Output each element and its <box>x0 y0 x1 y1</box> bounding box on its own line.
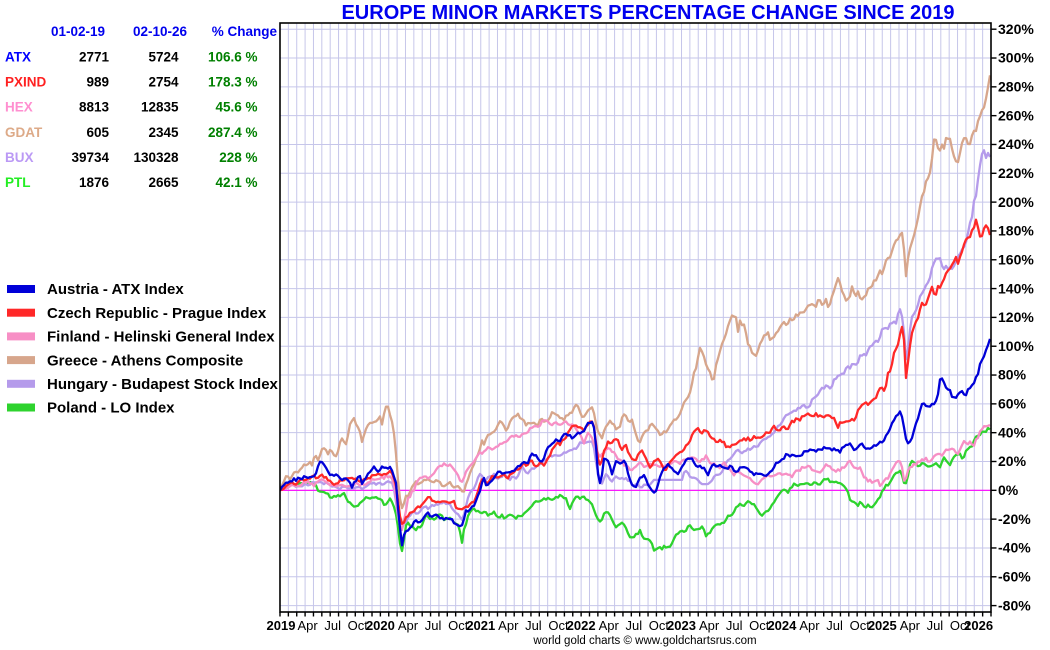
svg-text:2026: 2026 <box>964 618 993 633</box>
svg-text:80%: 80% <box>998 367 1027 383</box>
svg-text:Apr: Apr <box>297 618 318 633</box>
svg-text:Jul: Jul <box>927 618 944 633</box>
svg-text:2019: 2019 <box>267 618 296 633</box>
svg-text:2025: 2025 <box>868 618 897 633</box>
svg-text:PTL: PTL <box>5 175 31 190</box>
svg-text:Poland - LO Index: Poland - LO Index <box>47 400 175 417</box>
svg-text:106.6 %: 106.6 % <box>208 50 258 65</box>
svg-text:Oct: Oct <box>850 618 871 633</box>
svg-text:Apr: Apr <box>699 618 720 633</box>
svg-text:Oct: Oct <box>950 618 971 633</box>
svg-text:ATX: ATX <box>5 50 31 65</box>
svg-text:Apr: Apr <box>900 618 921 633</box>
svg-text:0%: 0% <box>998 482 1019 498</box>
svg-text:2022: 2022 <box>567 618 596 633</box>
svg-text:Jul: Jul <box>525 618 542 633</box>
svg-text:Oct: Oct <box>749 618 770 633</box>
svg-text:Jul: Jul <box>425 618 442 633</box>
svg-text:989: 989 <box>86 75 109 90</box>
svg-text:260%: 260% <box>998 107 1034 123</box>
svg-text:Czech Republic - Prague Index: Czech Republic - Prague Index <box>47 305 267 322</box>
svg-text:240%: 240% <box>998 136 1034 152</box>
svg-text:20%: 20% <box>998 453 1027 469</box>
svg-text:2023: 2023 <box>667 618 696 633</box>
svg-text:-80%: -80% <box>998 597 1031 613</box>
svg-text:280%: 280% <box>998 79 1034 95</box>
svg-text:160%: 160% <box>998 252 1034 268</box>
svg-text:2020: 2020 <box>366 618 395 633</box>
svg-text:HEX: HEX <box>5 100 33 115</box>
svg-text:% Change: % Change <box>212 24 278 39</box>
svg-text:02-10-26: 02-10-26 <box>133 24 188 39</box>
svg-text:Finland - Helinski General Ind: Finland - Helinski General Index <box>47 329 275 346</box>
svg-text:140%: 140% <box>998 280 1034 296</box>
svg-text:130328: 130328 <box>133 150 179 165</box>
svg-text:605: 605 <box>86 125 109 140</box>
svg-text:Apr: Apr <box>498 618 519 633</box>
svg-text:300%: 300% <box>998 50 1034 66</box>
svg-text:Apr: Apr <box>398 618 419 633</box>
svg-text:BUX: BUX <box>5 150 34 165</box>
svg-text:287.4 %: 287.4 % <box>208 125 258 140</box>
svg-text:world gold charts © www.goldch: world gold charts © www.goldchartsrus.co… <box>532 635 756 647</box>
svg-text:PXIND: PXIND <box>5 75 47 90</box>
svg-text:-40%: -40% <box>998 540 1031 556</box>
svg-text:5724: 5724 <box>148 50 179 65</box>
svg-text:12835: 12835 <box>141 100 179 115</box>
svg-text:180%: 180% <box>998 223 1034 239</box>
svg-text:2024: 2024 <box>767 618 797 633</box>
svg-text:Austria - ATX Index: Austria - ATX Index <box>47 281 184 298</box>
svg-text:2021: 2021 <box>466 618 495 633</box>
svg-text:178.3 %: 178.3 % <box>208 75 258 90</box>
svg-text:Oct: Oct <box>448 618 469 633</box>
svg-text:228 %: 228 % <box>219 150 257 165</box>
svg-text:GDAT: GDAT <box>5 125 43 140</box>
svg-text:Jul: Jul <box>625 618 642 633</box>
svg-text:-60%: -60% <box>998 569 1031 585</box>
svg-text:Jul: Jul <box>826 618 843 633</box>
svg-text:Greece - Athens Composite: Greece - Athens Composite <box>47 352 243 369</box>
svg-text:39734: 39734 <box>71 150 109 165</box>
svg-text:Oct: Oct <box>649 618 670 633</box>
svg-text:100%: 100% <box>998 338 1034 354</box>
svg-text:Jul: Jul <box>726 618 743 633</box>
svg-text:1876: 1876 <box>79 175 110 190</box>
svg-text:42.1 %: 42.1 % <box>215 175 257 190</box>
svg-text:01-02-19: 01-02-19 <box>51 24 105 39</box>
svg-text:45.6 %: 45.6 % <box>215 100 257 115</box>
svg-text:40%: 40% <box>998 424 1027 440</box>
svg-text:EUROPE MINOR MARKETS PERCENTAG: EUROPE MINOR MARKETS PERCENTAGE CHANGE S… <box>341 2 954 24</box>
svg-text:2345: 2345 <box>148 125 179 140</box>
svg-text:Apr: Apr <box>599 618 620 633</box>
svg-text:Oct: Oct <box>348 618 369 633</box>
svg-text:-20%: -20% <box>998 511 1031 527</box>
svg-text:2754: 2754 <box>148 75 179 90</box>
svg-text:8813: 8813 <box>79 100 110 115</box>
svg-text:Apr: Apr <box>799 618 820 633</box>
svg-text:220%: 220% <box>998 165 1034 181</box>
svg-text:2665: 2665 <box>148 175 179 190</box>
svg-text:320%: 320% <box>998 21 1034 37</box>
svg-text:200%: 200% <box>998 194 1034 210</box>
svg-text:2771: 2771 <box>79 50 110 65</box>
svg-text:Oct: Oct <box>548 618 569 633</box>
svg-text:Hungary - Budapest Stock Index: Hungary - Budapest Stock Index <box>47 376 279 393</box>
svg-text:Jul: Jul <box>324 618 341 633</box>
svg-text:120%: 120% <box>998 309 1034 325</box>
svg-text:60%: 60% <box>998 396 1027 412</box>
